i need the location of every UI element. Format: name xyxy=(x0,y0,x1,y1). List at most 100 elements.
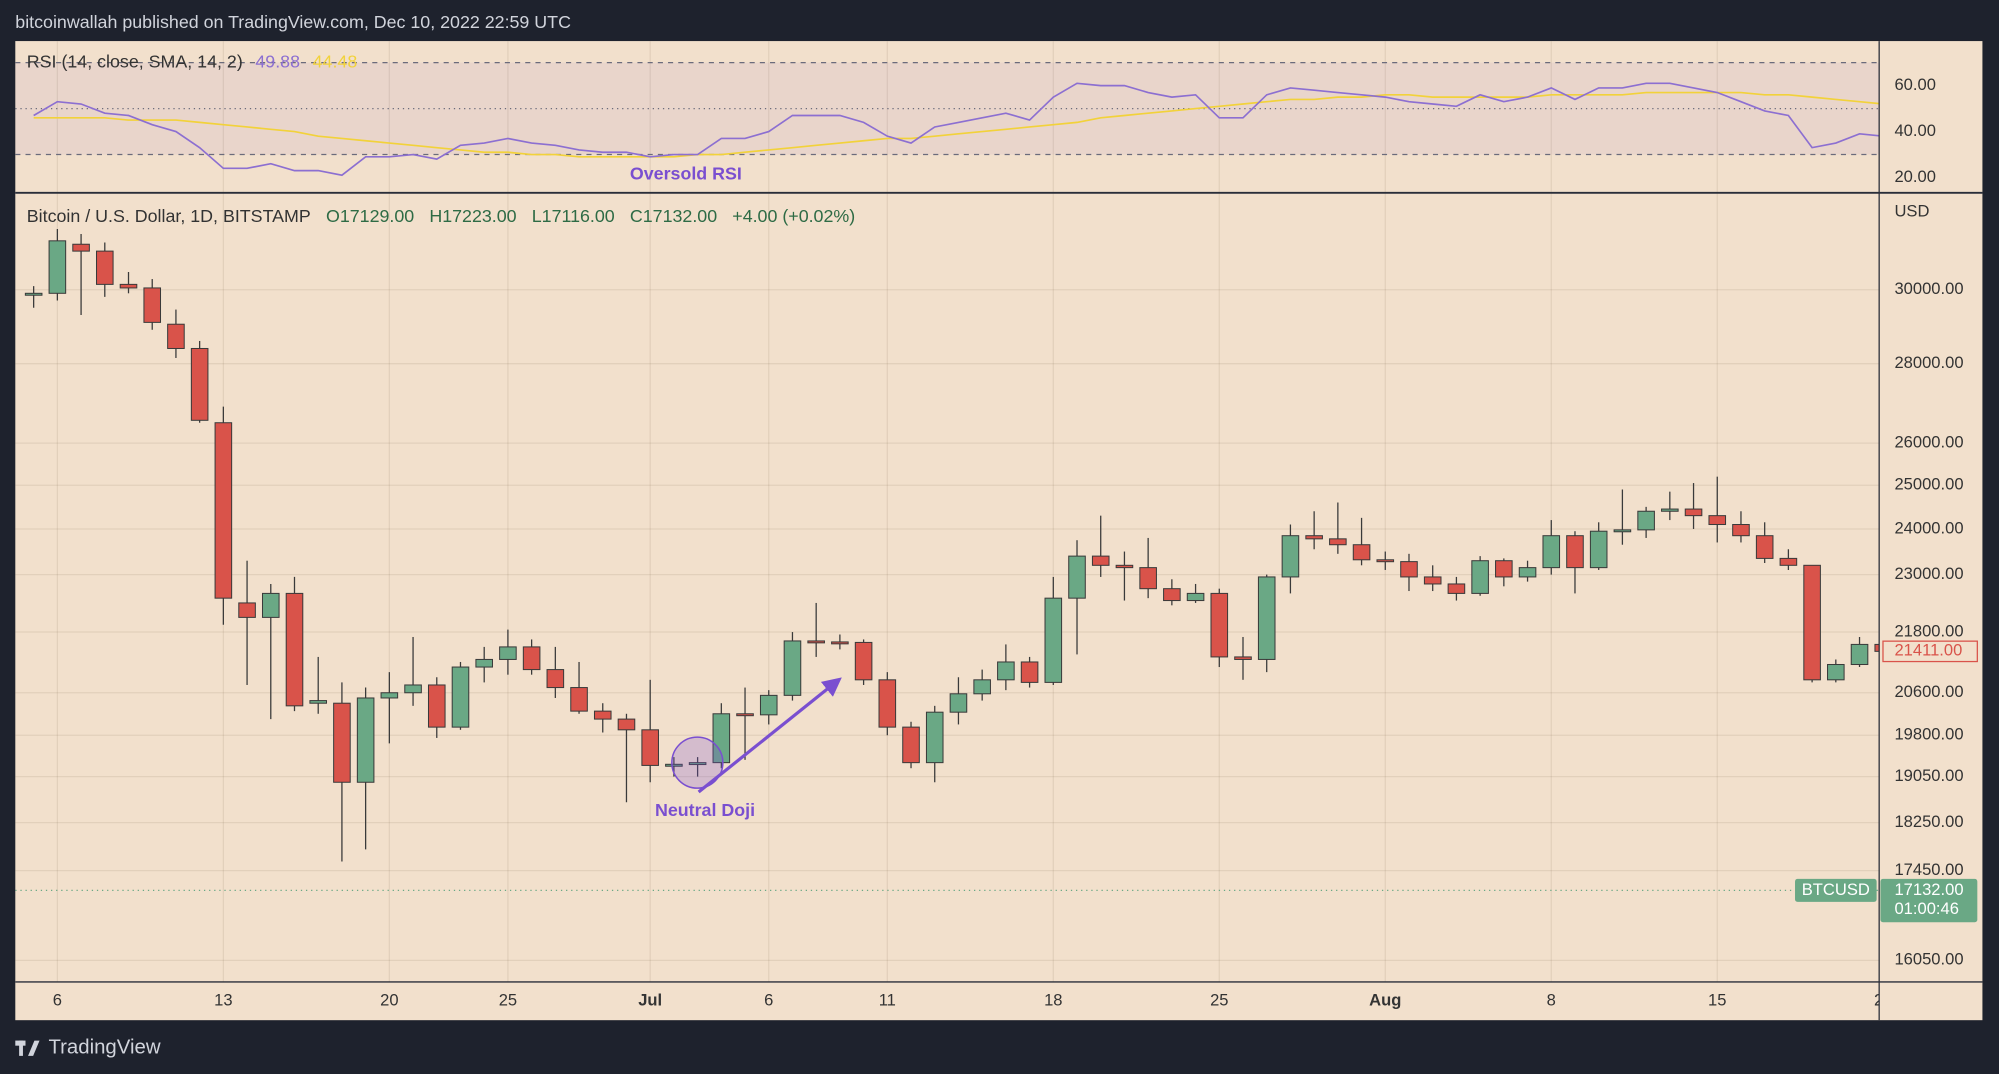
candle-body xyxy=(1281,535,1300,578)
x-tick-label: 25 xyxy=(499,990,517,1009)
candle-body xyxy=(831,641,849,645)
candle-body xyxy=(1091,555,1110,566)
candle-body xyxy=(238,602,256,618)
candle-body xyxy=(1210,592,1229,658)
candle-body xyxy=(261,592,280,618)
doji-annotation: Neutral Doji xyxy=(655,800,755,820)
x-tick-label: 15 xyxy=(1708,990,1726,1009)
rsi-line xyxy=(33,82,1880,177)
ohlc-change: +4.00 (+0.02%) xyxy=(732,206,855,226)
candle-body xyxy=(807,640,825,644)
plot xyxy=(24,82,1880,862)
logo-stem xyxy=(19,1040,23,1056)
candle-body xyxy=(1115,564,1134,569)
symbol-price-label: 17132.00 xyxy=(1894,880,1963,899)
y-tick-label: 25000.00 xyxy=(1894,475,1963,494)
candle-body xyxy=(1495,560,1513,578)
footer-logo: TradingView xyxy=(15,1037,161,1059)
y-tick-label: 21800.00 xyxy=(1894,621,1963,640)
currency-label: USD xyxy=(1894,201,1929,220)
y-tick-label: 20.00 xyxy=(1894,167,1935,186)
time-axis: 6 13 20 25 Jul 6 11 18 25 Aug 8 15 22 xyxy=(53,990,1892,1009)
candle-body xyxy=(119,283,138,289)
candle-body xyxy=(688,762,707,766)
last-price-box xyxy=(1882,640,1978,663)
candle-body xyxy=(1827,663,1845,681)
candle-body xyxy=(214,422,233,599)
candle-body xyxy=(878,679,897,728)
y-tick-label: 18250.00 xyxy=(1894,812,1963,831)
candle-body xyxy=(1850,643,1869,666)
candle-body xyxy=(546,669,565,689)
candle-body xyxy=(1186,592,1205,602)
y-tick-label: 40.00 xyxy=(1894,121,1935,140)
y-tick-label: 30000.00 xyxy=(1894,279,1963,298)
y-tick-label: 17450.00 xyxy=(1894,860,1963,879)
candle-body xyxy=(1708,515,1727,526)
y-tick-label: 60.00 xyxy=(1894,75,1935,94)
x-tick-label: 8 xyxy=(1547,990,1556,1009)
last-price-label: 21411.00 xyxy=(1894,641,1962,660)
x-tick-label: 18 xyxy=(1044,990,1062,1009)
candle-body xyxy=(1352,544,1371,561)
y-tick-label: 26000.00 xyxy=(1894,433,1963,452)
ohlc-high: H17223.00 xyxy=(429,206,516,226)
countdown-label: 01:00:46 xyxy=(1894,899,1958,918)
rsi-sma-value: 44.48 xyxy=(313,51,358,71)
x-tick-label: Aug xyxy=(1369,990,1401,1009)
candle-body xyxy=(1661,508,1679,512)
x-tick-label: 6 xyxy=(53,990,62,1009)
rsi-line xyxy=(33,91,1880,158)
candle-body xyxy=(1779,557,1798,566)
candle-body xyxy=(736,713,754,717)
candle-body xyxy=(641,729,659,766)
candle-body xyxy=(356,697,375,783)
candle-body xyxy=(1684,508,1703,517)
candle-body xyxy=(1803,564,1821,681)
candle-body xyxy=(95,250,114,285)
candle-body xyxy=(925,711,944,764)
rsi-legend: RSI (14, close, SMA, 14, 2) 49.88 44.48 xyxy=(27,51,358,71)
candle-body xyxy=(783,640,802,696)
candle-body xyxy=(617,718,636,731)
grid xyxy=(15,41,1880,982)
rsi-annotation: Oversold RSI xyxy=(630,164,742,184)
x-tick-label: 20 xyxy=(380,990,398,1009)
rsi-band xyxy=(15,62,1880,155)
symbol-name: BTCUSD xyxy=(1802,880,1870,899)
candle-body xyxy=(404,684,422,694)
price-title: Bitcoin / U.S. Dollar, 1D, BITSTAMP xyxy=(27,206,311,226)
candle-body xyxy=(1068,555,1086,599)
ohlc-open: O17129.00 xyxy=(326,206,414,226)
candle-body xyxy=(1471,560,1489,594)
ohlc-low: L17116.00 xyxy=(532,206,615,226)
x-tick-label: 13 xyxy=(214,990,232,1009)
candle-body xyxy=(997,661,1015,681)
y-tick-label: 19050.00 xyxy=(1894,766,1963,785)
x-tick-label: 22 xyxy=(1874,990,1892,1009)
candle-body xyxy=(285,592,304,707)
candle-body xyxy=(24,292,43,296)
y-tick-label: 19800.00 xyxy=(1894,725,1963,744)
candle-body xyxy=(380,692,399,699)
candle-body xyxy=(1257,576,1276,660)
x-tick-label: 11 xyxy=(879,990,896,1009)
chart-background xyxy=(15,41,1983,1021)
doji-highlight xyxy=(671,736,724,789)
candle-body xyxy=(1874,643,1880,652)
candle-body xyxy=(1613,529,1632,533)
y-tick-label: 24000.00 xyxy=(1894,518,1963,537)
symbol-name-box xyxy=(1795,878,1877,902)
candle-body xyxy=(1376,559,1395,563)
candle-body xyxy=(1139,567,1157,590)
candle-body xyxy=(451,666,470,728)
candle-body xyxy=(759,694,778,716)
candle-body xyxy=(1305,535,1323,540)
candle-body xyxy=(143,287,162,323)
candle-body xyxy=(333,702,351,783)
candle-body xyxy=(1400,561,1418,578)
logo-slash xyxy=(28,1040,40,1056)
candle-body xyxy=(1637,510,1655,531)
candle-body xyxy=(1732,524,1750,537)
